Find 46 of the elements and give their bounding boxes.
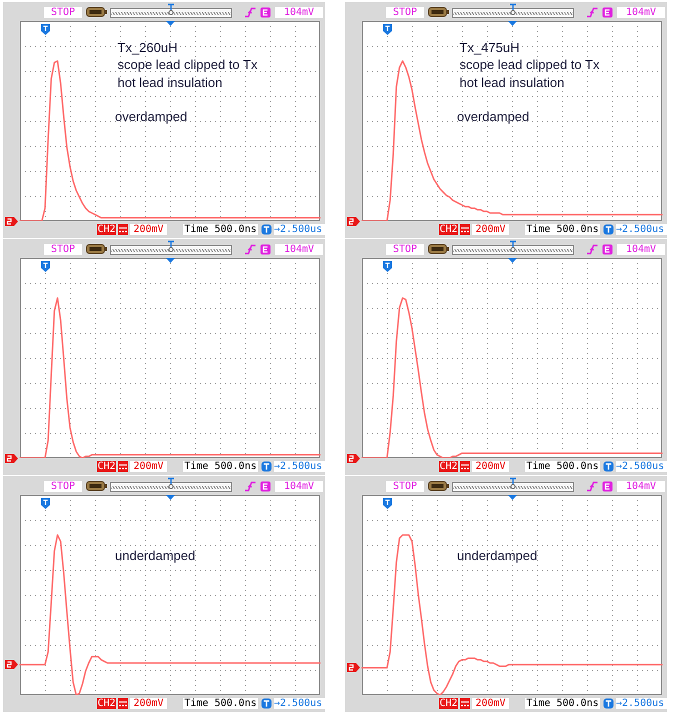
text: Time 500.0ns: [183, 698, 258, 709]
text: STOP: [386, 481, 424, 492]
text: 104mV: [275, 7, 323, 18]
text: CH2: [97, 461, 116, 472]
annotation: overdamped: [457, 108, 530, 124]
text: 200mV: [472, 698, 509, 709]
annotation: hot lead insulation: [118, 74, 222, 90]
text: Time 500.0ns: [183, 461, 258, 472]
text: 200mV: [130, 224, 167, 235]
text: →2.500us: [274, 461, 325, 472]
text: 104mV: [275, 244, 323, 255]
text: CH2: [439, 224, 458, 235]
text: Time 500.0ns: [525, 224, 600, 235]
text: 200mV: [472, 224, 509, 235]
text: Time 500.0ns: [525, 461, 600, 472]
text: →2.500us: [616, 224, 667, 235]
text: CH2: [97, 698, 116, 709]
text: STOP: [44, 244, 82, 255]
text: Time 500.0ns: [525, 698, 600, 709]
text: 200mV: [130, 698, 167, 709]
text: 104mV: [617, 481, 665, 492]
text: 104mV: [617, 244, 665, 255]
text: 104mV: [617, 7, 665, 18]
annotation: scope lead clipped to Tx: [118, 57, 258, 72]
text: →2.500us: [274, 698, 325, 709]
text: →2.500us: [616, 698, 667, 709]
text: STOP: [44, 7, 82, 18]
annotation: overdamped: [115, 108, 188, 124]
text: 104mV: [275, 481, 323, 492]
text: STOP: [386, 7, 424, 18]
annotation: hot lead insulation: [460, 74, 564, 90]
text: →2.500us: [274, 224, 325, 235]
text: 200mV: [472, 461, 509, 472]
text: Time 500.0ns: [183, 224, 258, 235]
text: Tx_475uH: [460, 40, 520, 55]
text: Tx_260uH: [118, 40, 178, 55]
text: CH2: [97, 224, 116, 235]
annotation: underdamped: [115, 548, 196, 562]
text: CH2: [439, 698, 458, 709]
text: STOP: [386, 244, 424, 255]
text: CH2: [439, 461, 458, 472]
annotation: scope lead clipped to Tx: [460, 57, 600, 72]
text: STOP: [44, 481, 82, 492]
text: →2.500us: [616, 461, 667, 472]
annotation: underdamped: [457, 548, 538, 562]
text: 200mV: [130, 461, 167, 472]
